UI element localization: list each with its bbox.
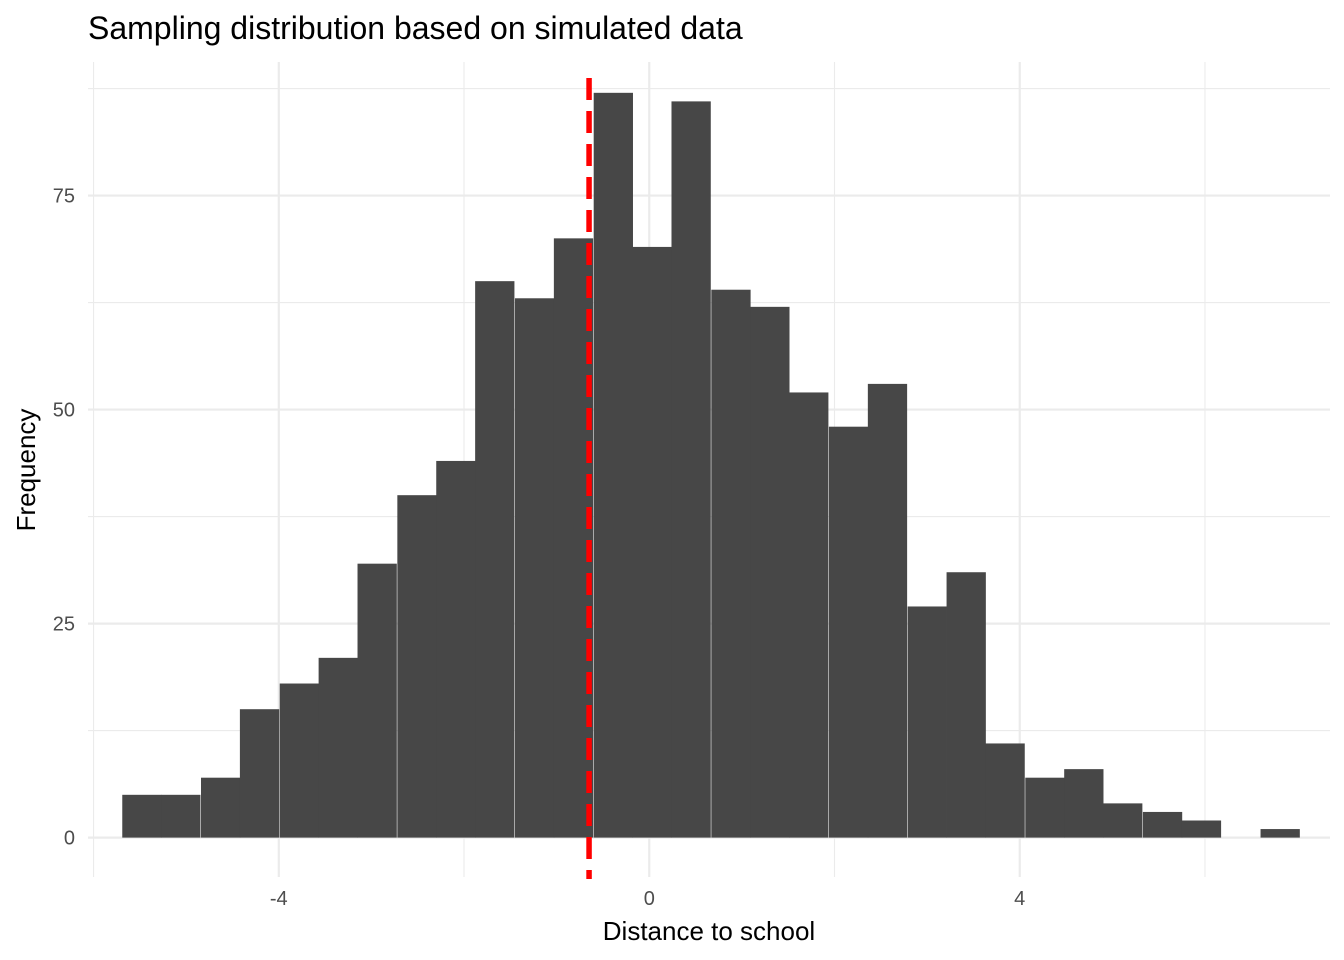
- x-tick-label: -4: [270, 888, 288, 910]
- histogram-bar: [318, 657, 358, 838]
- histogram-bar: [907, 606, 947, 838]
- histogram-bar: [711, 289, 751, 838]
- histogram-bar: [828, 426, 869, 838]
- histogram-bar: [671, 101, 711, 838]
- y-axis-tick-labels: 0 25 50 75: [53, 186, 75, 850]
- histogram-bar: [475, 281, 515, 838]
- histogram-bar: [122, 794, 162, 838]
- y-axis-title: Frequency: [11, 409, 41, 532]
- histogram-bar: [514, 298, 555, 838]
- histogram-bar: [1064, 769, 1104, 838]
- y-tick-label: 50: [53, 400, 75, 422]
- histogram-bar: [239, 709, 280, 838]
- histogram-bar: [161, 794, 201, 838]
- histogram-bar: [593, 92, 633, 838]
- histogram-bar: [750, 306, 790, 838]
- histogram-bar: [357, 563, 397, 838]
- histogram-bar: [397, 495, 437, 838]
- histogram-bar: [1181, 820, 1222, 838]
- histogram-bar: [985, 743, 1025, 838]
- histogram-bar: [632, 246, 672, 838]
- y-tick-label: 25: [53, 614, 75, 636]
- histogram-bar: [946, 572, 986, 838]
- histogram-bar: [867, 383, 908, 838]
- chart-title: Sampling distribution based on simulated…: [88, 10, 743, 46]
- x-axis-tick-labels: -4 0 4: [270, 888, 1025, 910]
- y-tick-label: 0: [64, 828, 75, 850]
- y-tick-label: 75: [53, 186, 75, 208]
- histogram-bars: [122, 92, 1300, 838]
- histogram-bar: [1103, 803, 1143, 838]
- histogram-bar: [200, 777, 241, 838]
- histogram-bar: [1142, 811, 1183, 838]
- x-axis-title: Distance to school: [603, 916, 815, 946]
- histogram-bar: [436, 460, 476, 838]
- histogram-bar: [553, 238, 594, 838]
- histogram-bar: [1260, 829, 1300, 838]
- x-tick-label: 0: [644, 888, 655, 910]
- histogram-bar: [789, 392, 829, 838]
- histogram-bar: [279, 683, 320, 838]
- histogram-bar: [1025, 777, 1065, 838]
- x-tick-label: 4: [1014, 888, 1025, 910]
